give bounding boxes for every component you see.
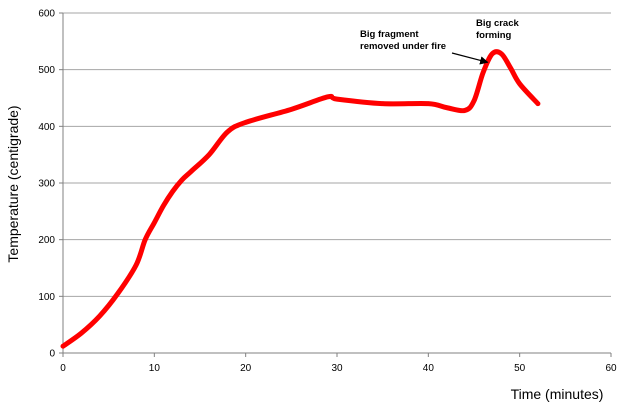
y-axis-title: Temperature (centigrade) — [5, 105, 21, 262]
y-tick-label-500: 500 — [38, 65, 55, 76]
gridlines — [63, 12, 611, 297]
y-tick-label-0: 0 — [49, 349, 55, 360]
annotation-crack-line-1: Big crack — [476, 18, 519, 29]
annotation-arrow — [451, 52, 489, 65]
series-line-0 — [60, 49, 541, 349]
x-tick-label-0: 0 — [60, 363, 66, 374]
y-tick-label-600: 600 — [38, 9, 55, 20]
annotation-fragment-line-1: Big fragment — [360, 29, 419, 40]
x-tick-label-30: 30 — [331, 363, 343, 374]
y-tick-label-100: 100 — [38, 292, 55, 303]
y-tick-label-200: 200 — [38, 235, 55, 246]
x-tick-label-10: 10 — [149, 363, 161, 374]
x-tick-label-20: 20 — [240, 363, 252, 374]
annotation-crack-label: Big crack forming — [476, 18, 521, 41]
axes — [59, 12, 612, 357]
x-tick-label-60: 60 — [605, 363, 617, 374]
annotation-fragment-label: Big fragment removed under fire — [360, 29, 446, 52]
x-tick-label-50: 50 — [514, 363, 526, 374]
y-tick-label-300: 300 — [38, 179, 55, 190]
tick-labels: 0 100 200 300 400 500 600 0 10 20 30 40 50 60 — [38, 9, 617, 375]
x-tick-label-40: 40 — [423, 363, 435, 374]
x-axis-title: Time (minutes) — [511, 386, 604, 402]
annotations: Big fragment removed under fire Big crac… — [360, 18, 521, 65]
y-tick-label-400: 400 — [38, 122, 55, 133]
annotation-fragment-line-2: removed under fire — [360, 41, 446, 52]
data-series — [60, 49, 541, 349]
annotation-crack-line-2: forming — [476, 30, 512, 41]
